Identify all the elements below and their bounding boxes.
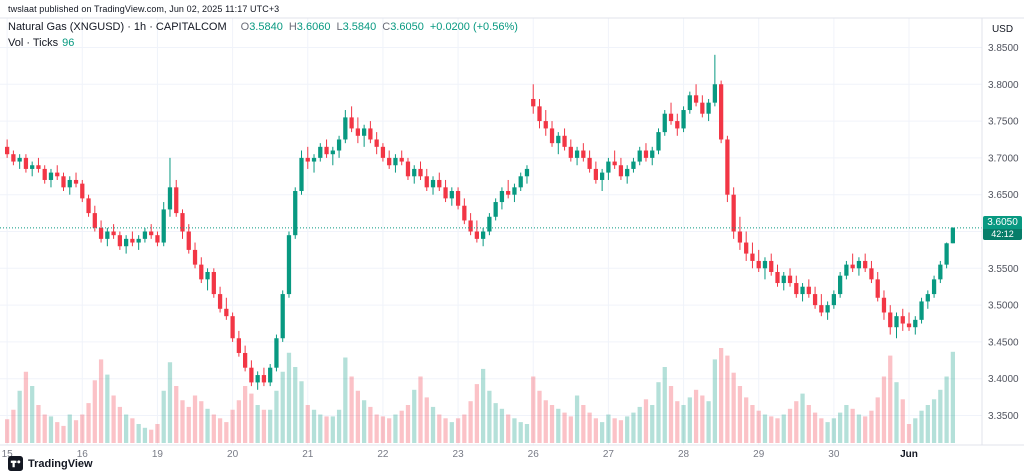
- svg-text:30: 30: [828, 449, 840, 460]
- svg-text:29: 29: [753, 449, 765, 460]
- ohlc-row: Natural Gas (XNGUSD) · 1h · CAPITALCOM O3…: [8, 21, 518, 34]
- tradingview-logo[interactable]: TradingView: [8, 456, 93, 471]
- close-label: C: [382, 21, 391, 33]
- volume-label[interactable]: Vol · Ticks: [8, 37, 59, 49]
- volume-row: Vol · Ticks 96: [8, 37, 518, 50]
- current-price-badge[interactable]: 3.6050 42:12: [983, 216, 1022, 241]
- svg-text:15: 15: [2, 449, 14, 460]
- svg-text:3.4500: 3.4500: [988, 337, 1019, 348]
- high-value: 3.6060: [296, 21, 331, 33]
- svg-text:16: 16: [77, 449, 89, 460]
- low-value: 3.5840: [342, 21, 377, 33]
- symbol-legend: Natural Gas (XNGUSD) · 1h · CAPITALCOM O3…: [8, 21, 518, 50]
- svg-text:3.8500: 3.8500: [988, 43, 1019, 54]
- svg-text:27: 27: [603, 449, 615, 460]
- svg-text:3.7500: 3.7500: [988, 117, 1019, 128]
- svg-text:3.5000: 3.5000: [988, 301, 1019, 312]
- svg-text:3.8000: 3.8000: [988, 80, 1019, 91]
- close-value: 3.6050: [390, 21, 424, 33]
- volume-value: 96: [62, 37, 75, 49]
- svg-text:3.4000: 3.4000: [988, 374, 1019, 385]
- svg-text:19: 19: [152, 449, 164, 460]
- svg-text:Jun: Jun: [900, 449, 918, 460]
- tradingview-brand-text: TradingView: [28, 457, 93, 470]
- svg-text:26: 26: [528, 449, 540, 460]
- bar-countdown: 42:12: [983, 229, 1022, 241]
- svg-text:3.3500: 3.3500: [988, 411, 1019, 422]
- svg-text:22: 22: [377, 449, 389, 460]
- open-value: 3.5840: [249, 21, 283, 33]
- svg-text:20: 20: [227, 449, 239, 460]
- svg-text:28: 28: [678, 449, 690, 460]
- price-axis-currency: USD: [991, 24, 1014, 35]
- open-label: O: [240, 21, 250, 33]
- change-value: +0.0200 (+0.56%): [429, 21, 518, 33]
- tradingview-icon: [8, 456, 23, 471]
- high-label: H: [288, 21, 297, 33]
- current-price-value: 3.6050: [987, 217, 1018, 229]
- low-label: L: [336, 21, 343, 33]
- symbol-title[interactable]: Natural Gas (XNGUSD) · 1h · CAPITALCOM: [8, 21, 227, 33]
- svg-text:21: 21: [302, 449, 314, 460]
- svg-text:23: 23: [453, 449, 465, 460]
- svg-text:3.7000: 3.7000: [988, 153, 1019, 164]
- svg-text:3.6500: 3.6500: [988, 190, 1019, 201]
- publish-attribution: twslaat published on TradingView.com, Ju…: [8, 4, 280, 14]
- svg-text:3.5500: 3.5500: [988, 264, 1019, 275]
